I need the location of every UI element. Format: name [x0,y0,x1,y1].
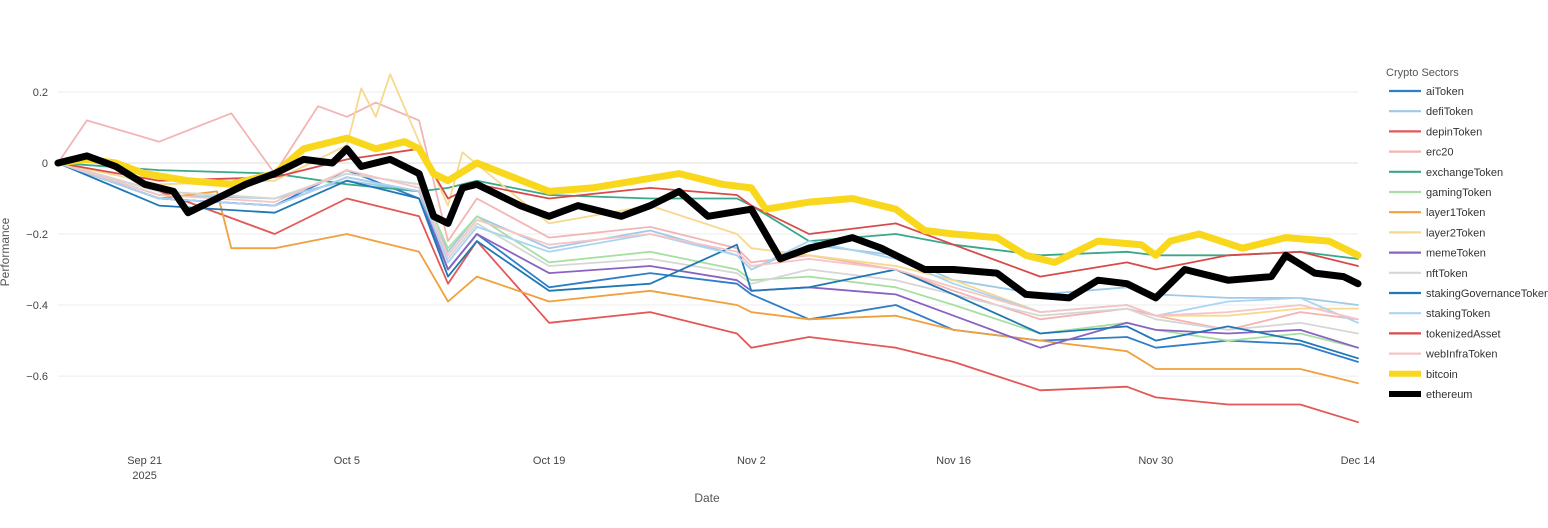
x-tick-label: Nov 16 [936,455,971,467]
x-axis-ticks: Sep 21 2025 Oct 5 Oct 19 Nov 2 Nov 16 Nov 30 De… [127,455,1375,482]
series-line-stakingToken [57,162,1359,324]
y-axis-title: Performance [0,217,12,286]
x-axis-title: Date [694,491,720,505]
legend-item-ethereum[interactable]: ethereum [1389,389,1472,401]
legend-label: layer1Token [1426,207,1485,219]
y-tick-label: −0.2 [26,229,48,241]
legend-label: depinToken [1426,126,1482,138]
legend-item-exchangeToken[interactable]: exchangeToken [1389,167,1503,179]
y-tick-label: 0.2 [33,87,48,99]
legend-label: gamingToken [1426,187,1491,199]
legend-label: layer2Token [1426,227,1485,239]
legend-item-nftToken[interactable]: nftToken [1389,268,1468,280]
x-tick-label: Nov 30 [1138,455,1173,467]
legend-item-defiToken[interactable]: defiToken [1389,106,1473,118]
gridlines [58,91,1358,377]
legend: Crypto Sectors aiToken defiToken depinToke… [1386,67,1548,401]
x-tick-sublabel: 2025 [132,470,156,482]
series-line-ethereum [54,145,1362,302]
y-tick-label: 0 [42,158,48,170]
legend-label: aiToken [1426,86,1464,98]
legend-item-erc20[interactable]: erc20 [1389,147,1454,159]
legend-label: ethereum [1426,389,1472,401]
x-tick-label: Sep 21 [127,455,162,467]
y-tick-label: −0.4 [26,300,48,312]
legend-label: nftToken [1426,268,1468,280]
y-axis-ticks: 0.2 0 −0.2 −0.4 −0.6 [26,87,48,383]
legend-item-memeToken[interactable]: memeToken [1389,248,1486,260]
legend-item-layer2Token[interactable]: layer2Token [1389,227,1485,239]
legend-item-webInfraToken[interactable]: webInfraToken [1389,349,1498,361]
series-line-depinToken [57,162,1359,424]
x-tick-label: Dec 14 [1341,455,1376,467]
legend-label: tokenizedAsset [1426,328,1501,340]
legend-label: exchangeToken [1426,167,1503,179]
legend-title: Crypto Sectors [1386,67,1459,79]
series-line-stakingGovernanceToken [57,162,1359,360]
legend-item-layer1Token[interactable]: layer1Token [1389,207,1485,219]
series-lines [54,73,1362,424]
x-tick-label: Oct 19 [533,455,565,467]
y-tick-label: −0.6 [26,371,48,383]
series-line-layer1Token [57,162,1359,385]
series-line-tokenizedAsset [57,147,1359,278]
legend-label: erc20 [1426,147,1454,159]
legend-label: stakingGovernanceToken [1426,288,1548,300]
legend-label: memeToken [1426,248,1486,260]
legend-item-stakingToken[interactable]: stakingToken [1389,308,1490,320]
series-line-nftToken [57,162,1359,335]
legend-item-gamingToken[interactable]: gamingToken [1389,187,1491,199]
legend-item-bitcoin[interactable]: bitcoin [1389,369,1458,381]
legend-label: webInfraToken [1425,349,1498,361]
x-tick-label: Nov 2 [737,455,766,467]
legend-item-depinToken[interactable]: depinToken [1389,126,1482,138]
legend-label: bitcoin [1426,369,1458,381]
legend-label: defiToken [1426,106,1473,118]
legend-item-tokenizedAsset[interactable]: tokenizedAsset [1389,328,1501,340]
legend-item-stakingGovernanceToken[interactable]: stakingGovernanceToken [1389,288,1548,300]
legend-label: stakingToken [1426,308,1490,320]
legend-item-aiToken[interactable]: aiToken [1389,86,1464,98]
series-line-webInfraToken [57,162,1359,321]
x-tick-label: Oct 5 [334,455,360,467]
